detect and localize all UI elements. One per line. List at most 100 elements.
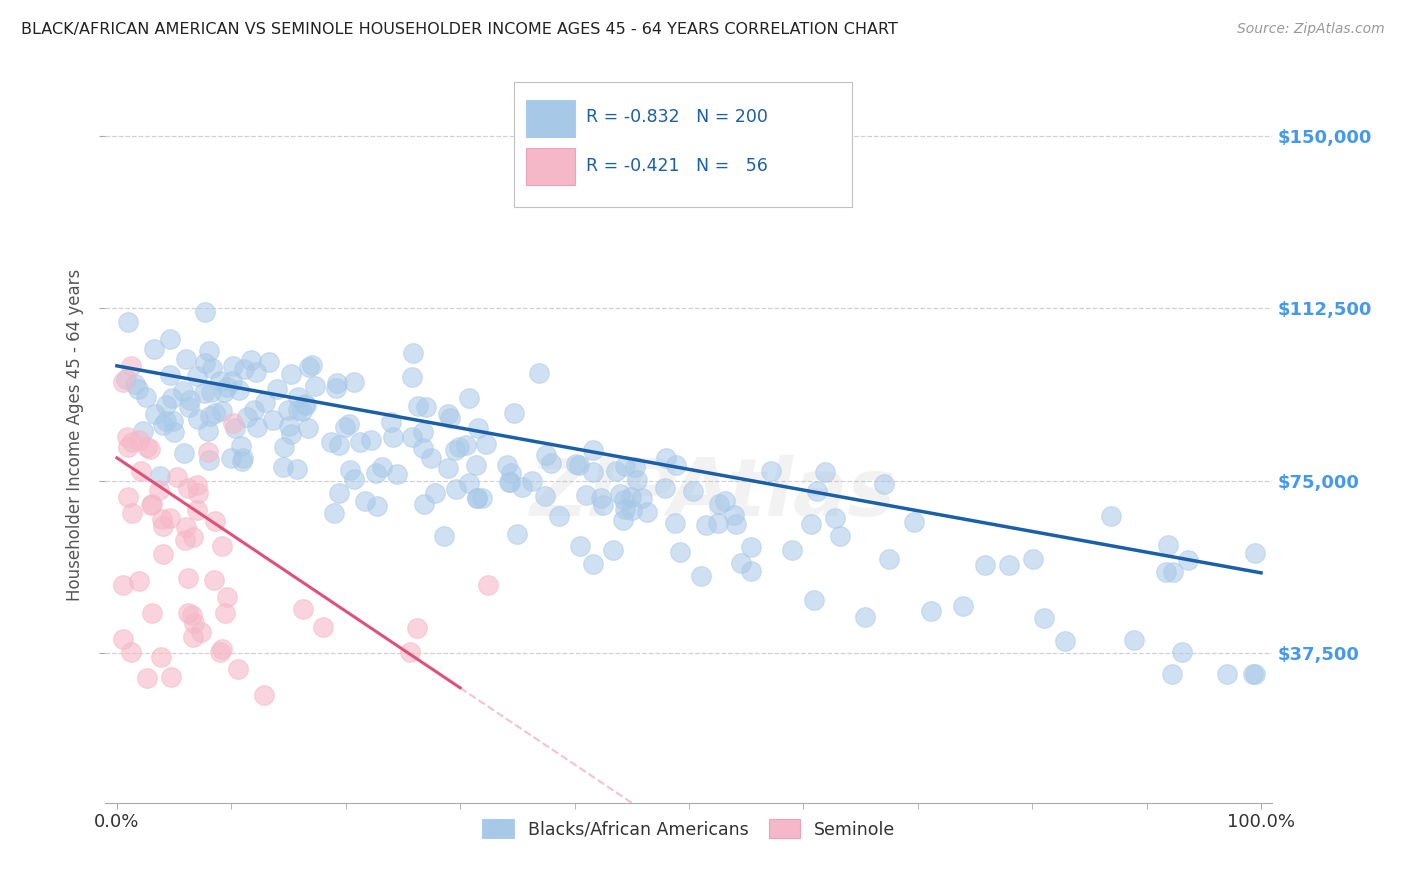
Point <box>502 406 524 420</box>
Point <box>401 370 423 384</box>
Point <box>246 420 269 434</box>
Point <box>278 419 301 434</box>
Point <box>654 481 676 495</box>
Point <box>200 385 222 400</box>
Point <box>163 425 186 440</box>
Point <box>232 451 254 466</box>
Point <box>385 467 408 481</box>
Point <box>527 366 550 380</box>
Point <box>997 558 1019 573</box>
Point <box>292 601 315 615</box>
Point <box>520 475 543 489</box>
Point <box>380 415 402 429</box>
Point <box>127 382 149 396</box>
Point <box>879 552 901 566</box>
Point <box>339 463 361 477</box>
Point <box>853 610 876 624</box>
Point <box>349 434 371 449</box>
Point <box>824 510 846 524</box>
Point <box>215 591 238 605</box>
Point <box>149 468 172 483</box>
Point <box>136 672 159 686</box>
Point <box>548 509 571 524</box>
Text: ZIPAtlas: ZIPAtlas <box>529 455 896 533</box>
Point <box>221 374 243 388</box>
Point <box>198 453 221 467</box>
Point <box>211 641 233 656</box>
Point <box>180 608 202 623</box>
Point <box>903 516 925 530</box>
Point <box>117 315 139 329</box>
Point <box>253 688 276 702</box>
Point <box>707 497 730 511</box>
Point <box>186 369 208 384</box>
Point <box>655 450 678 465</box>
Point <box>568 539 591 553</box>
Text: Source: ZipAtlas.com: Source: ZipAtlas.com <box>1237 22 1385 37</box>
Point <box>337 417 360 432</box>
Point <box>214 606 236 620</box>
Point <box>952 599 974 613</box>
Point <box>202 574 225 588</box>
Point <box>665 458 688 472</box>
Point <box>613 492 636 507</box>
Point <box>695 518 717 533</box>
Point <box>117 430 139 444</box>
Point <box>433 528 456 542</box>
Point <box>343 472 366 486</box>
Point <box>1099 508 1122 523</box>
Point <box>193 386 215 401</box>
Point <box>219 451 242 466</box>
Point <box>187 412 209 426</box>
Point <box>215 380 238 394</box>
Point <box>322 506 344 520</box>
Point <box>266 382 288 396</box>
Point <box>135 391 157 405</box>
Point <box>499 467 522 481</box>
Point <box>582 557 605 571</box>
Point <box>129 464 152 478</box>
Point <box>148 483 170 498</box>
Point <box>209 644 232 658</box>
Point <box>117 491 139 505</box>
Point <box>226 662 249 676</box>
Point <box>420 451 443 466</box>
Point <box>181 530 204 544</box>
Point <box>467 421 489 435</box>
Point <box>290 404 312 418</box>
Point <box>354 493 377 508</box>
Point <box>141 497 163 511</box>
Point <box>174 519 197 533</box>
Point <box>301 358 323 372</box>
Point <box>117 441 139 455</box>
Point <box>111 632 134 646</box>
Point <box>287 390 309 404</box>
Point <box>415 400 437 414</box>
Point <box>1122 633 1144 648</box>
Point <box>204 514 226 528</box>
Point <box>621 503 644 517</box>
Point <box>333 419 356 434</box>
Point <box>740 564 762 578</box>
Point <box>211 403 233 417</box>
Point <box>235 410 257 425</box>
Point <box>186 478 208 492</box>
Point <box>605 464 627 478</box>
Point <box>197 344 219 359</box>
Point <box>612 513 634 527</box>
Point <box>325 376 347 390</box>
Point <box>221 359 243 373</box>
Point <box>496 458 519 472</box>
Point <box>536 448 558 462</box>
Point <box>364 466 387 480</box>
Point <box>591 491 613 505</box>
Point <box>425 485 447 500</box>
Point <box>231 439 253 453</box>
Point <box>179 392 201 407</box>
Point <box>172 384 194 399</box>
Point <box>155 414 177 428</box>
Point <box>1170 645 1192 659</box>
Point <box>689 569 711 583</box>
Point <box>128 434 150 448</box>
Point <box>412 441 434 455</box>
